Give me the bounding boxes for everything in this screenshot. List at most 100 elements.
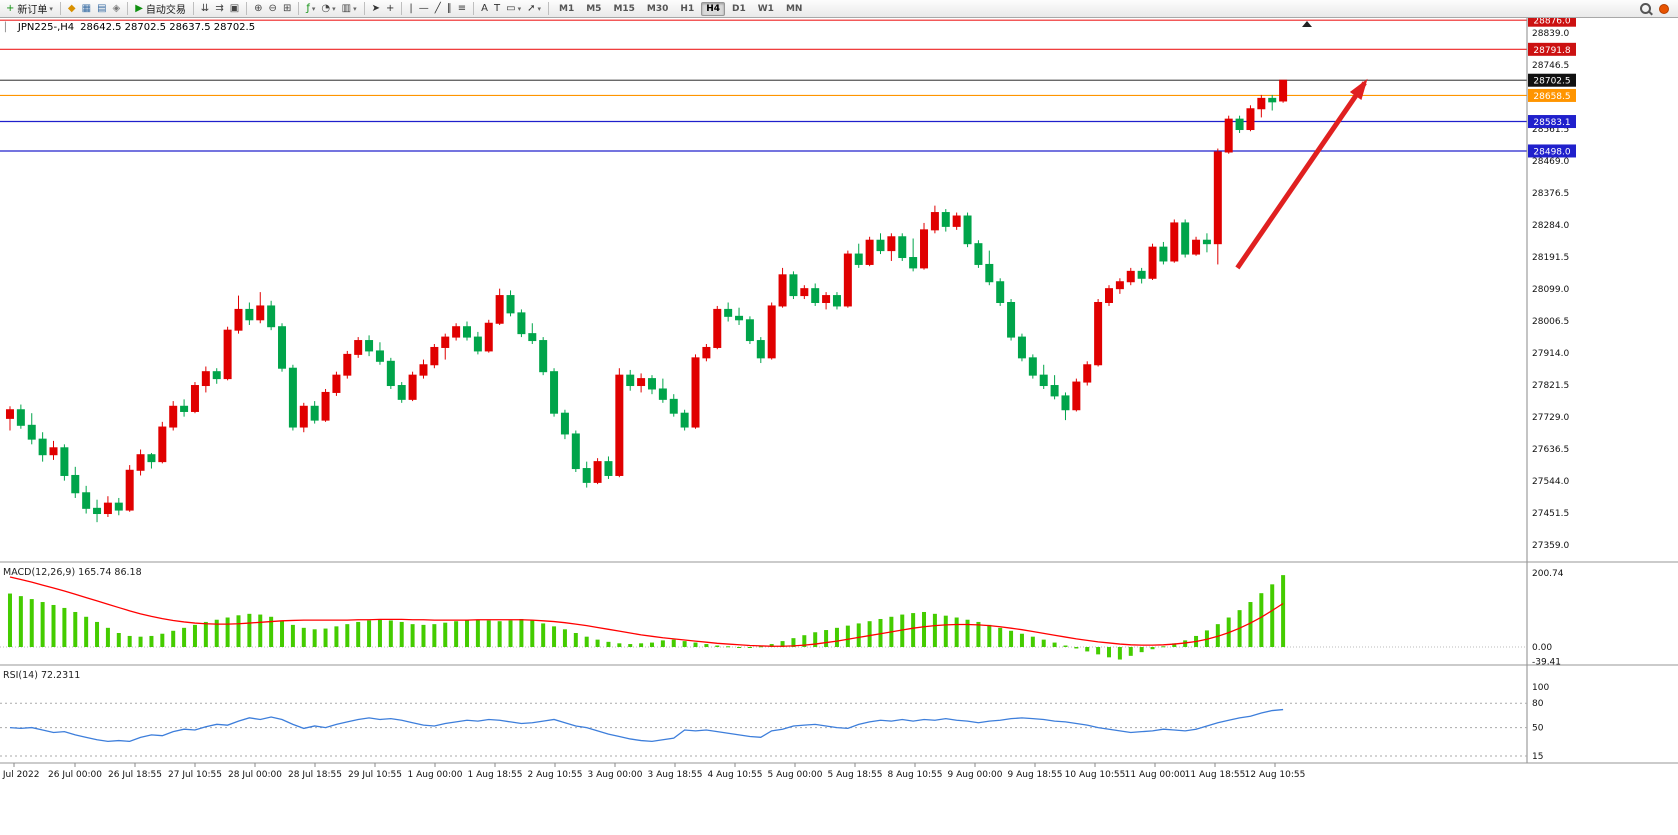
candle-down [854,253,863,265]
grid-icon[interactable]: ⊞ [280,1,294,17]
macd-histogram-bar [105,627,110,647]
auto-trading-button[interactable]: ▶ 自动交易 [132,1,189,17]
macd-histogram-bar [1096,647,1101,655]
rsi-scale-label: 80 [1532,699,1544,709]
search-icon[interactable] [1640,3,1651,14]
macd-histogram-bar [160,633,165,647]
chart-window[interactable]: 28839.028746.528654.028561.528469.028376… [0,18,1678,835]
toolbar: + 新订单 ▾ ◆ ▦ ▤ ◈ ▶ 自动交易 ⇊ ⇉ ▣ ⊕ ⊖ ⊞ ƒ ▾ ◔ ▾ ▥ ▾ ➤ + | — ╱ ∥ ≡ A T ▭ ▾ ➚ ▾ … [0,0,1678,18]
equidistant-channel-icon[interactable]: ∥ [444,1,455,17]
macd-histogram-bar [900,614,905,647]
timeframe-m5[interactable]: M5 [586,3,602,14]
fibonacci-icon[interactable]: ≡ [455,1,469,17]
new-order-button[interactable]: + 新订单 ▾ [3,1,56,17]
navigator-icon[interactable]: ◈ [110,1,124,17]
candle-up [637,378,646,387]
price-axis-label: 28746.5 [1532,61,1569,71]
candle-up [299,405,308,428]
timeframe-h4[interactable]: H4 [701,1,725,16]
macd-histogram-bar [62,607,67,647]
trendline-icon[interactable]: ╱ [432,1,444,17]
macd-histogram-bar [247,613,252,647]
time-axis-label: 11 Aug 00:00 [1125,770,1186,780]
crosshair-icon[interactable]: + [383,1,397,17]
timeframe-m15[interactable]: M15 [613,3,635,14]
rsi-line [9,708,1284,743]
toolbar-separator [548,2,549,15]
timeframe-m1[interactable]: M1 [559,3,575,14]
candle-down [473,336,482,352]
price-axis-label: 28376.5 [1532,189,1569,199]
time-axis-label: 12 Aug 10:55 [1245,770,1306,780]
price-badge [1528,144,1576,158]
zoom-in-icon[interactable]: ⊕ [251,1,265,17]
candle-down [517,312,526,335]
candle-up [1224,118,1233,153]
zoom-out-icon[interactable]: ⊖ [266,1,280,17]
trend-arrow-annotation[interactable] [1235,81,1367,270]
macd-histogram-bar [203,621,208,647]
macd-histogram-bar [116,632,121,647]
macd-histogram-bar [1117,647,1122,660]
macd-histogram-bar [432,624,437,647]
macd-histogram-bar [552,626,557,647]
text-icon[interactable]: A [478,1,491,17]
cursor-icon[interactable]: ➤ [369,1,383,17]
chart-profile-icon-glyph: ◆ [67,2,76,14]
candle-down [1202,239,1211,245]
cascade-windows-icon[interactable]: ▣ [227,1,242,17]
candle-up [1213,151,1222,245]
arrange-windows-icon[interactable]: ⇉ [212,1,226,17]
vertical-line-icon[interactable]: | [406,1,415,17]
dropdown-caret-icon: ▾ [311,4,316,13]
candle-up [125,469,134,511]
equidistant-channel-icon-glyph: ∥ [446,2,452,14]
price-axis-label: 28284.0 [1532,221,1569,231]
candle-down [745,319,754,342]
indicators-icon-glyph: ƒ [306,2,310,14]
label-icon[interactable]: T [491,1,503,17]
templates-icon[interactable]: ▥ ▾ [339,1,360,17]
chart-canvas[interactable]: 28839.028746.528654.028561.528469.028376… [0,18,1678,835]
shapes-icon[interactable]: ▭ ▾ [503,1,524,17]
market-watch-icon[interactable]: ▦ [79,1,94,17]
macd-histogram-bar [486,620,491,647]
candle-up [408,374,417,400]
chart-shift-marker-icon[interactable] [1302,21,1312,27]
timeframe-m30[interactable]: M30 [646,3,669,14]
candle-down [278,326,287,369]
tile-windows-icon[interactable]: ⇊ [198,1,212,17]
market-watch-icon-glyph: ▦ [81,2,92,14]
periods-icon[interactable]: ◔ ▾ [318,1,338,17]
notification-icon[interactable] [1659,3,1669,14]
symbol-timeframe-label: JPN225-,H4 [17,22,75,33]
candle-down [876,239,885,252]
timeframe-w1[interactable]: W1 [757,3,774,14]
timeframe-mn[interactable]: MN [785,3,803,14]
candle-down [93,507,102,515]
dropdown-caret-icon: ▾ [353,4,357,13]
arrows-icon[interactable]: ➚ ▾ [524,1,544,17]
horizontal-line-icon[interactable]: — [416,1,432,17]
macd-histogram-bar [356,621,361,647]
macd-histogram-bar [497,621,502,647]
candle-down [114,502,123,511]
macd-histogram-bar [747,647,752,648]
price-badge-label: 28876.0 [1533,18,1570,27]
candle-up [354,340,363,355]
chart-profile-icon[interactable]: ◆ [65,1,79,17]
candle-down [941,212,950,227]
timeframe-d1[interactable]: D1 [732,3,746,14]
data-window-icon[interactable]: ▤ [94,1,109,17]
timeframe-h1[interactable]: H1 [680,3,695,14]
candle-up [49,447,58,456]
rsi-scale-label: 50 [1532,724,1544,734]
indicators-icon[interactable]: ƒ ▾ [303,1,318,17]
candle-down [267,305,276,328]
candle-up [190,385,199,412]
macd-histogram-bar [84,616,89,647]
candle-down [789,274,798,297]
candle-down [365,340,374,352]
macd-histogram-bar [606,641,611,647]
macd-scale-label: -39.41 [1532,658,1561,668]
